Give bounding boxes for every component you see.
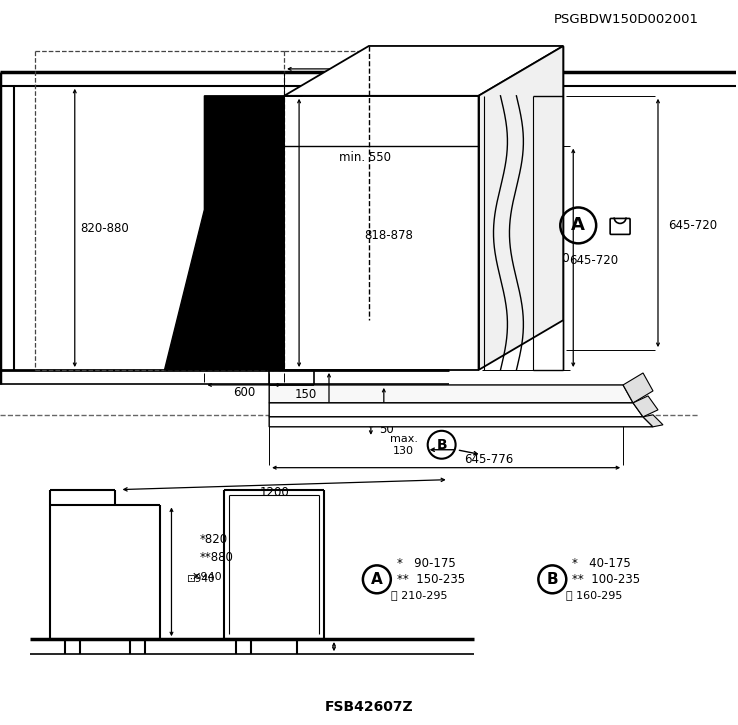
Polygon shape [633, 396, 658, 417]
Polygon shape [269, 417, 653, 427]
Text: 650: 650 [546, 252, 570, 265]
Text: 645-720: 645-720 [669, 219, 717, 232]
Text: A: A [371, 572, 383, 587]
Text: B: B [436, 438, 447, 452]
Text: FSB42607Z: FSB42607Z [325, 700, 413, 714]
Polygon shape [623, 373, 653, 403]
Text: ⊡940: ⊡940 [187, 574, 215, 584]
Text: 645-720: 645-720 [568, 254, 618, 267]
Text: **880: **880 [199, 551, 233, 564]
Text: 1200: 1200 [259, 486, 289, 499]
Text: 645-776: 645-776 [464, 453, 513, 466]
Text: ✕940: ✕940 [191, 572, 222, 582]
Text: 50: 50 [379, 423, 394, 436]
Text: A: A [571, 217, 585, 234]
Text: min. 550: min. 550 [339, 151, 391, 164]
Text: *820: *820 [199, 533, 227, 546]
Text: ⌕ 160-295: ⌕ 160-295 [566, 590, 623, 600]
FancyBboxPatch shape [610, 218, 630, 234]
Text: 596: 596 [369, 54, 393, 67]
Text: **  100-235: ** 100-235 [572, 573, 641, 586]
Text: 150: 150 [294, 389, 317, 402]
Text: PSGBDW150D002001: PSGBDW150D002001 [554, 12, 698, 25]
Text: 550: 550 [511, 54, 535, 67]
Polygon shape [269, 403, 643, 417]
Text: i: i [618, 222, 621, 231]
Text: 820-880: 820-880 [80, 222, 129, 235]
Polygon shape [165, 96, 284, 370]
Polygon shape [284, 46, 563, 96]
Text: B: B [547, 572, 558, 587]
Polygon shape [478, 46, 563, 370]
Text: ⌕ 210-295: ⌕ 210-295 [391, 590, 447, 600]
Text: 818-878: 818-878 [364, 229, 413, 242]
Text: max.
130: max. 130 [390, 434, 418, 455]
Text: *   90-175: * 90-175 [397, 557, 455, 570]
Text: 600: 600 [233, 386, 255, 399]
Polygon shape [269, 385, 633, 403]
Polygon shape [643, 415, 663, 427]
Text: *   40-175: * 40-175 [572, 557, 631, 570]
Text: **  150-235: ** 150-235 [397, 573, 465, 586]
